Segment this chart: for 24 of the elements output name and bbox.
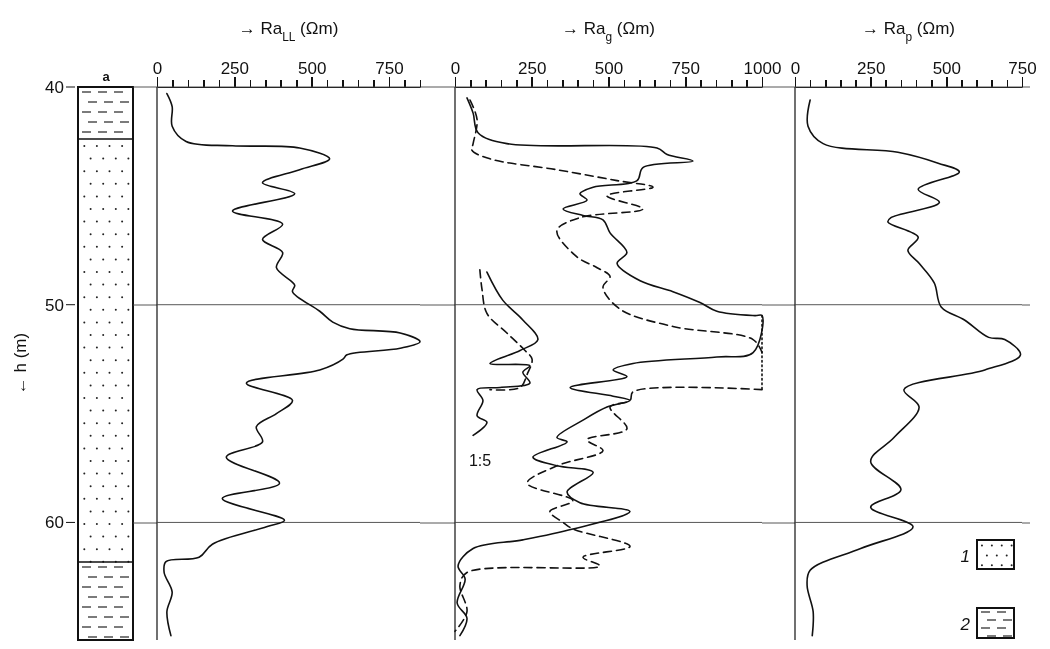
x-tick-label: 0: [450, 59, 461, 78]
x-tick-label: 750: [375, 59, 404, 78]
x-tick-label: 250: [856, 59, 886, 78]
x-tick-label: 750: [1008, 59, 1037, 78]
annotation: 2: [959, 615, 971, 634]
y-tick-label: 50: [45, 295, 64, 315]
x-tick-label: 750: [671, 59, 700, 78]
x-axis-title: → Ra$_{p}$ (Ωm): [861, 19, 956, 44]
annotation: 1: [960, 547, 970, 566]
text: a: [102, 69, 111, 84]
x-tick-label: 0: [152, 59, 163, 78]
annotation: 1:5: [468, 452, 492, 469]
x-tick-label: 1000: [743, 59, 782, 78]
x-tick-label: 500: [594, 59, 624, 78]
x-axis-title: → Ra$_{LL}$ (Ωm): [238, 19, 339, 44]
x-tick-label: 250: [518, 59, 547, 78]
x-tick-label: 500: [298, 59, 327, 78]
y-tick-label: 40: [45, 78, 64, 97]
x-tick-label: 0: [790, 59, 801, 78]
x-tick-label: 250: [220, 59, 250, 78]
x-axis-title: → Ra$_{g}$ (Ωm): [561, 19, 656, 44]
y-tick-label: 60: [45, 513, 64, 533]
y-axis-title: ← h (m): [11, 332, 30, 395]
x-tick-label: 500: [932, 59, 962, 78]
